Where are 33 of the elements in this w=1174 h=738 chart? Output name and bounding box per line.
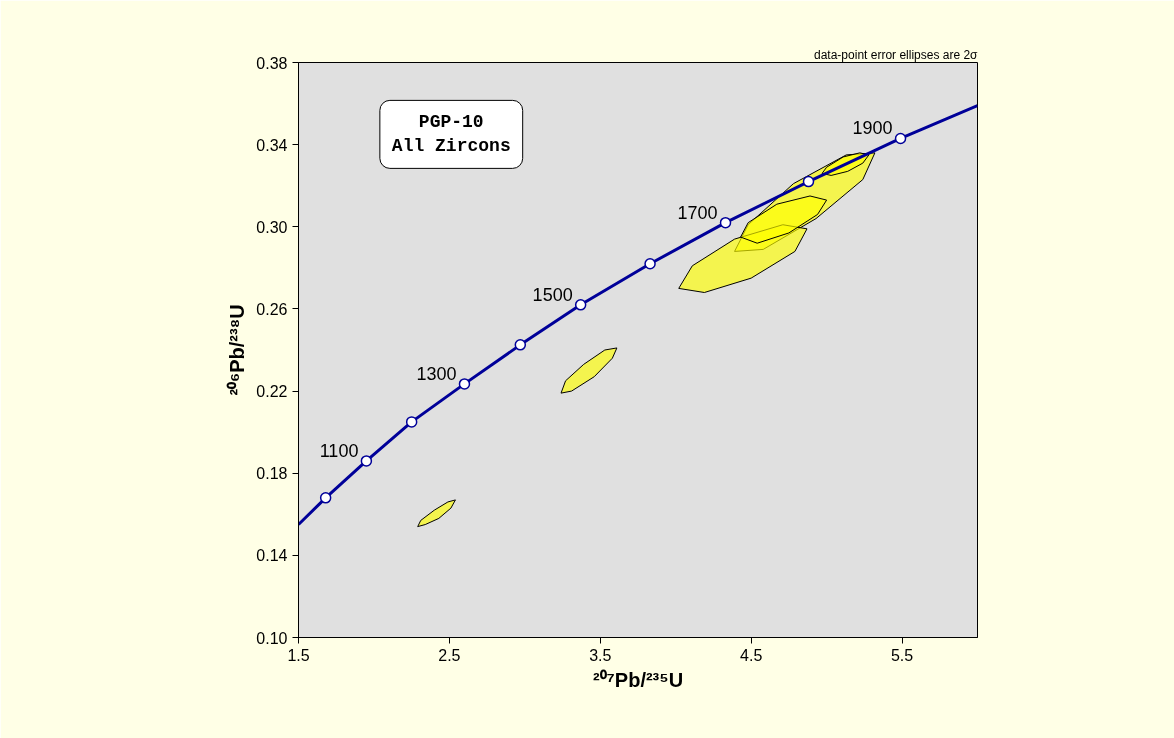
x-tick-label: 4.5 (740, 646, 763, 664)
y-axis-title: ²⁰⁶Pb/²³⁸U (226, 304, 249, 396)
y-tick-label: 0.10 (256, 629, 288, 647)
x-tick-label: 3.5 (589, 646, 612, 664)
y-tick-label: 0.38 (256, 54, 288, 72)
annotation: 1100 (319, 440, 359, 461)
y-tick-label: 0.34 (256, 136, 288, 154)
point (719, 216, 732, 229)
x-tick-label: 1.5 (287, 646, 310, 664)
annotation: 1500 (532, 284, 573, 305)
annotation: 1300 (416, 363, 457, 384)
line-series (298, 104, 978, 527)
point (644, 258, 656, 270)
annotation: 1900 (852, 118, 893, 139)
point (802, 175, 815, 188)
point (514, 339, 527, 351)
point (894, 132, 907, 145)
annotation: 1700 (677, 202, 718, 223)
point (458, 378, 471, 390)
x-tick-label: 5.5 (890, 646, 914, 664)
y-tick-label: 0.22 (256, 383, 288, 401)
text: data-point error ellipses are 2σ (814, 47, 979, 62)
y-tick-label: 0.26 (256, 300, 288, 318)
text: PGP-10 All Zircons (391, 112, 511, 157)
x-tick-label: 2.5 (438, 646, 461, 664)
point (574, 299, 587, 311)
point (360, 455, 373, 467)
y-tick-label: 0.18 (256, 465, 288, 483)
point (319, 492, 332, 504)
y-tick-label: 0.14 (256, 547, 288, 565)
x-axis-title: ²⁰⁷Pb/²³⁵U (592, 668, 684, 691)
y-tick-label: 0.30 (256, 218, 288, 236)
point (405, 416, 418, 428)
